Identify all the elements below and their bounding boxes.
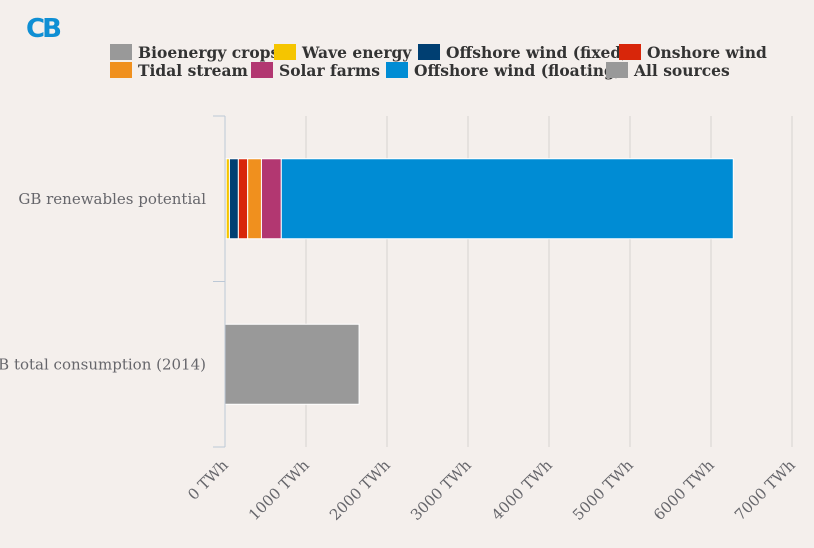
x-tick-label-6000: 6000 TWh	[650, 456, 718, 524]
legend-swatch	[110, 62, 132, 78]
carbon-brief-logo: CB	[26, 14, 63, 44]
bars	[224, 158, 734, 405]
bar-solar-farms-0	[260, 158, 282, 240]
legend-item-bioenergy-crops: Bioenergy crops	[110, 43, 280, 62]
legend-swatch	[606, 62, 628, 78]
legend-label: Onshore wind	[647, 43, 767, 62]
legend-swatch	[386, 62, 408, 78]
bar-offshore-wind-floating-0	[280, 158, 734, 240]
x-tick-label-3000: 3000 TWh	[407, 456, 475, 524]
category-labels: GB renewables potential GB total consumpt…	[0, 190, 206, 374]
legend-label: Tidal stream	[138, 61, 249, 80]
x-tick-label-5000: 5000 TWh	[569, 456, 637, 524]
legend-item-offshore-wind-floating: Offshore wind (floating)	[386, 61, 622, 80]
axes	[213, 115, 226, 448]
x-tick-label-7000: 7000 TWh	[731, 456, 799, 524]
legend-swatch	[418, 44, 440, 60]
bar-offshore-wind-fixed-0	[228, 158, 239, 240]
bar-onshore-wind-0	[237, 158, 249, 240]
legend-item-tidal-stream: Tidal stream	[110, 61, 249, 80]
legend-swatch	[110, 44, 132, 60]
legend-item-all-sources: All sources	[606, 61, 730, 80]
x-tick-label-4000: 4000 TWh	[488, 456, 556, 524]
legend-item-wave-energy: Wave energy	[274, 43, 412, 62]
legend-item-onshore-wind: Onshore wind	[619, 43, 767, 62]
category-label-0: GB renewables potential	[18, 190, 206, 208]
legend-item-offshore-wind-fixed: Offshore wind (fixed)	[418, 43, 629, 62]
x-tick-labels: 0 TWh 1000 TWh 2000 TWh 3000 TWh 4000 TWh 500…	[184, 456, 799, 524]
legend-label: Offshore wind (fixed)	[446, 43, 629, 62]
legend-label: Bioenergy crops	[138, 43, 280, 62]
legend-label: Solar farms	[279, 61, 380, 80]
legend: Bioenergy crops Wave energy Offshore wind …	[110, 43, 767, 80]
bar-tidal-stream-0	[247, 158, 262, 240]
legend-swatch	[251, 62, 273, 78]
legend-item-solar-farms: Solar farms	[251, 61, 380, 80]
legend-swatch	[619, 44, 641, 60]
legend-label: Offshore wind (floating)	[414, 61, 622, 80]
x-tick-label-0: 0 TWh	[184, 456, 232, 504]
x-tick-label-1000: 1000 TWh	[245, 456, 313, 524]
logo-text: CB	[26, 14, 60, 44]
legend-label: Wave energy	[301, 43, 412, 62]
bar-all-sources-1	[224, 323, 360, 405]
x-tick-label-2000: 2000 TWh	[326, 456, 394, 524]
category-label-1: GB total consumption (2014)	[0, 355, 206, 373]
legend-label: All sources	[633, 61, 730, 80]
legend-swatch	[274, 44, 296, 60]
